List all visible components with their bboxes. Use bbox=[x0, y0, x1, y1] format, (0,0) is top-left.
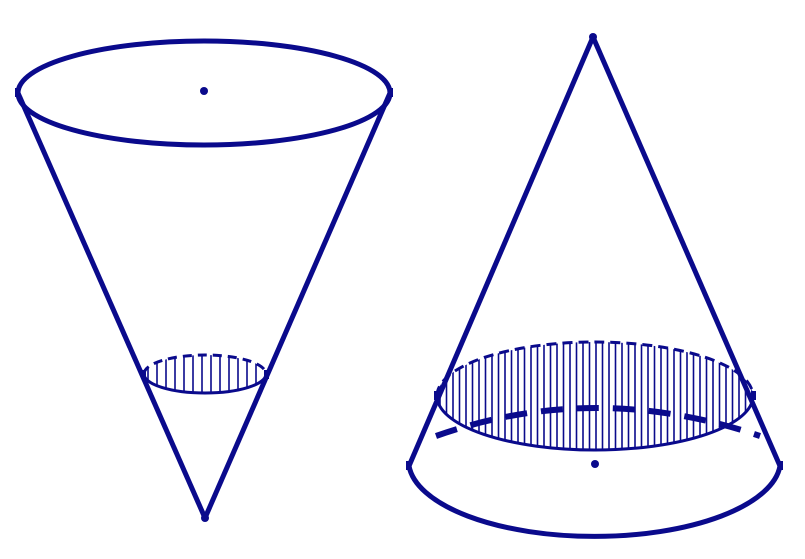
right-base-marker bbox=[778, 461, 783, 470]
right-slant-edge bbox=[590, 36, 783, 467]
liquid-front-arc bbox=[435, 395, 755, 452]
left-slant-edge bbox=[15, 91, 208, 520]
left-liquid-marker bbox=[141, 370, 146, 379]
upright-cone bbox=[406, 33, 783, 539]
left-liquid-marker bbox=[434, 391, 439, 400]
top-center-point bbox=[200, 87, 208, 95]
left-rim-marker bbox=[15, 88, 20, 97]
apex-point bbox=[201, 514, 209, 522]
right-liquid-marker bbox=[264, 370, 269, 379]
right-liquid-marker bbox=[751, 391, 756, 400]
base-front-arc bbox=[406, 465, 783, 539]
liquid-back-arc-dashed bbox=[435, 340, 755, 397]
right-rim-marker bbox=[388, 88, 393, 97]
liquid-back-arc-dashed bbox=[142, 353, 268, 375]
left-base-marker bbox=[406, 461, 411, 470]
right-slant-edge bbox=[202, 92, 393, 519]
base-center-point bbox=[591, 460, 599, 468]
inverted-cone bbox=[15, 38, 393, 522]
liquid-front-arc bbox=[142, 373, 268, 395]
apex-point bbox=[589, 33, 597, 41]
